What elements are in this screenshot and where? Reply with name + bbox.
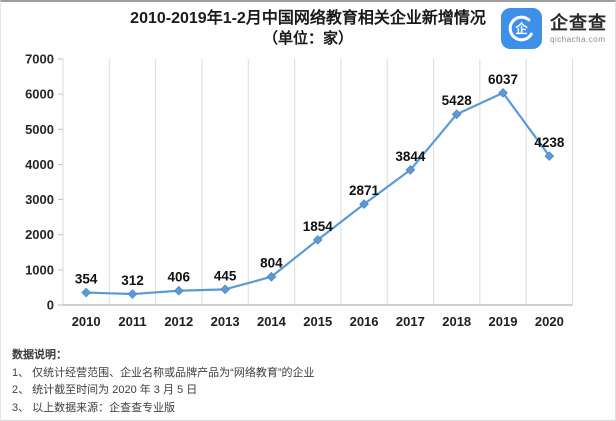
x-tick-label: 2016 — [350, 314, 379, 329]
x-tick-label: 2011 — [118, 314, 146, 329]
x-tick-label: 2013 — [211, 314, 240, 329]
notes-heading: 数据说明： — [12, 349, 67, 361]
logo-swirl — [508, 15, 533, 42]
data-point-marker — [544, 151, 555, 161]
data-label: 406 — [168, 270, 191, 285]
data-point-marker — [359, 199, 369, 209]
data-point-marker — [451, 109, 462, 120]
data-label: 1854 — [303, 219, 334, 234]
data-label: 354 — [75, 272, 98, 287]
x-tick-label: 2020 — [535, 314, 564, 329]
y-tick-label: 0 — [47, 298, 54, 313]
x-tick-label: 2017 — [396, 314, 425, 329]
page-title: 2010-2019年1-2月中国网络教育相关企业新增情况 （单位：家） — [1, 9, 615, 48]
data-point-marker — [220, 284, 230, 295]
note-item: 2、 统计截至时间为 2020 年 3 月 5 日 — [12, 384, 198, 396]
x-tick-label: 2014 — [257, 314, 287, 329]
data-point-marker — [173, 285, 184, 296]
data-label: 4238 — [534, 135, 565, 150]
data-label: 312 — [121, 273, 144, 288]
qichacha-logo-icon: 企 — [501, 8, 542, 49]
data-point-marker — [498, 88, 508, 98]
line-chart: 0 1000 2000 3000 4000 5000 6000 7000 354 2010 312 2… — [25, 52, 573, 329]
logo-icon-bg — [501, 8, 542, 49]
data-label: 5428 — [442, 93, 473, 108]
y-tick-label: 2000 — [25, 227, 54, 242]
y-tick-label: 3000 — [25, 192, 54, 207]
data-label: 6037 — [488, 72, 518, 87]
x-tick-label: 2010 — [72, 314, 101, 329]
x-tick-label: 2018 — [442, 314, 471, 329]
x-tick-label: 2015 — [303, 314, 332, 329]
data-label: 445 — [214, 268, 237, 283]
qichacha-logo: 企 企查查 qichacha.com — [501, 8, 607, 49]
y-tick-label: 6000 — [25, 87, 54, 102]
y-tick-label: 4000 — [25, 157, 54, 172]
data-label: 804 — [260, 256, 283, 271]
footer-notes: 数据说明： 1、 仅统计经营范围、企业名称或品牌产品为“网络教育”的企业 2、 … — [12, 347, 572, 417]
data-point-marker — [81, 287, 91, 298]
data-label: 2871 — [349, 183, 380, 198]
x-tick-label: 2012 — [164, 314, 193, 329]
data-point-marker — [266, 271, 277, 282]
logo-brand-name: 企查查 — [550, 13, 607, 33]
data-label: 3844 — [395, 149, 426, 164]
data-point-marker — [312, 235, 323, 245]
y-tick-label: 1000 — [25, 262, 54, 277]
note-item: 1、 仅统计经营范围、企业名称或品牌产品为“网络教育”的企业 — [12, 366, 315, 379]
chart-unit-subtitle: （单位：家） — [262, 30, 353, 47]
y-tick-label: 7000 — [25, 52, 54, 67]
data-point-marker — [127, 289, 138, 299]
logo-text: 企查查 qichacha.com — [550, 8, 607, 44]
note-item: 3、 以上数据来源：企查查专业版 — [12, 401, 176, 414]
logo-domain: qichacha.com — [550, 35, 606, 44]
x-tick-label: 2019 — [489, 314, 518, 329]
logo-glyph: 企 — [514, 21, 528, 36]
y-tick-label: 5000 — [25, 122, 54, 137]
data-point-marker — [405, 165, 416, 175]
chart-area: 0 1000 2000 3000 4000 5000 6000 7000 354 2010 312 2… — [1, 47, 616, 347]
chart-title: 2010-2019年1-2月中国网络教育相关企业新增情况 — [130, 10, 486, 27]
